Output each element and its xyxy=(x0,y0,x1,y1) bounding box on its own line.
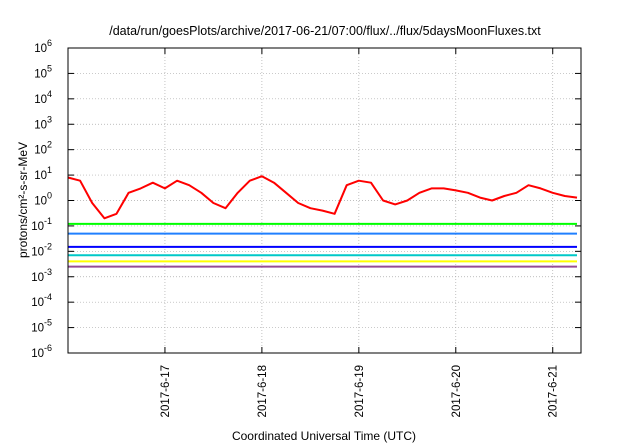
y-tick-label: 10-2 xyxy=(31,241,52,258)
chart-title: /data/run/goesPlots/archive/2017-06-21/0… xyxy=(109,24,541,38)
y-tick-label: 102 xyxy=(34,140,52,157)
x-tick-label: 2017-6-20 xyxy=(451,365,463,417)
x-tick-label: 2017-6-17 xyxy=(160,365,172,417)
series-layer xyxy=(67,175,578,268)
x-tick-label: 2017-6-19 xyxy=(354,365,366,417)
x-axis-label: Coordinated Universal Time (UTC) xyxy=(232,429,416,443)
x-tick-label: 2017-6-18 xyxy=(257,365,269,417)
y-tick-label: 103 xyxy=(34,114,52,131)
y-tick-label: 101 xyxy=(34,165,52,182)
y-tick-label: 10-3 xyxy=(31,267,52,284)
y-axis-label: protons/cm²-s-sr-MeV xyxy=(16,142,30,258)
y-tick-label: 104 xyxy=(34,89,52,106)
y-axis-label-text: protons/cm²-s-sr-MeV xyxy=(16,142,30,258)
y-tick-label: 10-5 xyxy=(31,318,52,335)
y-tick-label: 100 xyxy=(34,191,52,208)
plot-frame xyxy=(67,47,582,354)
y-tick-label: 105 xyxy=(34,63,52,80)
x-tick-label: 2017-6-21 xyxy=(548,365,560,417)
y-tick-label: 10-6 xyxy=(31,343,52,360)
y-tick-label: 106 xyxy=(34,38,52,55)
x-axis-ticks: 2017-6-17 2017-6-18 2017-6-19 2017-6-20 2017… xyxy=(160,48,560,417)
y-tick-label: 10-1 xyxy=(31,216,52,233)
grid xyxy=(68,48,581,353)
y-tick-label: 10-4 xyxy=(31,292,52,309)
series-line xyxy=(67,175,578,220)
